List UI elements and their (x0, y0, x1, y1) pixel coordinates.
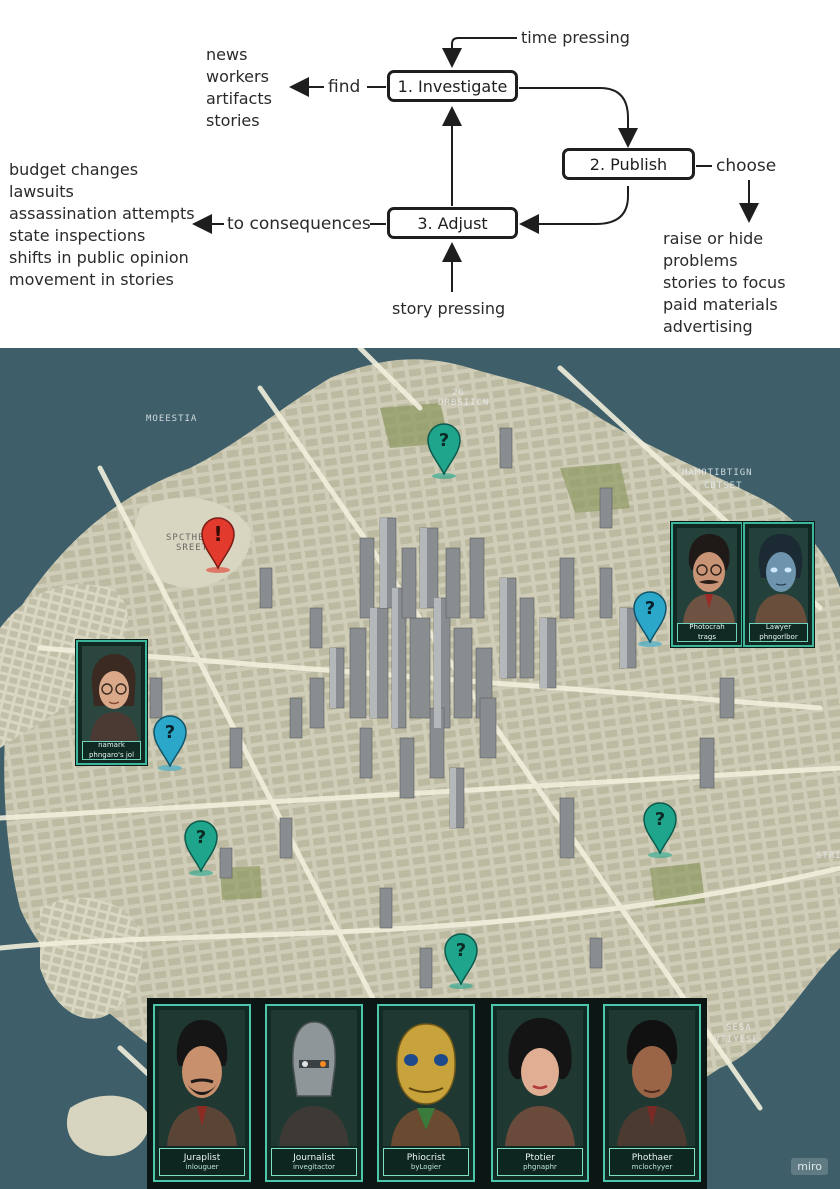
map-label: SPCTHENBT (166, 533, 224, 543)
character-strip: Juraplist inlouguer Journalist invegitac… (147, 998, 707, 1189)
portrait-curly-woman (497, 1010, 583, 1146)
card-title: Photocrah (689, 623, 725, 631)
node-publish[interactable]: 2. Publish (562, 148, 695, 180)
portrait-robot (271, 1010, 357, 1146)
question-pin-icon[interactable]: ? (444, 933, 478, 989)
card-subtitle: phngorlbor (759, 633, 798, 641)
node-adjust[interactable]: 3. Adjust (387, 207, 518, 239)
map-label: STRIE (816, 851, 840, 861)
character-card-photographer[interactable]: Photocrah trags (671, 522, 743, 647)
svg-text:?: ? (165, 722, 175, 743)
card-title: Ptotier (525, 1152, 555, 1163)
to-consequences-label: to consequences (227, 214, 371, 234)
character-card-lawyer[interactable]: Lawyer phngorlbor (743, 522, 814, 647)
list-item: stories to focus (663, 273, 786, 292)
list-item: paid materials (663, 295, 778, 314)
character-card-woman[interactable]: namark phngaro's jol (76, 640, 147, 765)
strip-card[interactable]: Ptotier phgnaphr (491, 1004, 589, 1182)
card-title: namark (98, 741, 125, 749)
choose-label: choose (716, 156, 777, 176)
strip-card[interactable]: Juraplist inlouguer (153, 1004, 251, 1182)
card-subtitle: trags (697, 633, 716, 641)
card-title: Lawyer (765, 623, 792, 631)
card-title: Journalist (293, 1152, 335, 1163)
map-label: MAMOTIBTIGN (682, 468, 753, 478)
card-subtitle: phgnaphr (523, 1162, 557, 1171)
list-item: state inspections (9, 226, 146, 245)
svg-text:?: ? (439, 430, 449, 451)
list-item: budget changes (9, 160, 139, 179)
portrait-blue-lawyer (749, 528, 808, 623)
portrait-lizard (383, 1010, 469, 1146)
list-item: raise or hide problems (663, 229, 764, 270)
consequence-items-list: budget changes lawsuits assassination at… (9, 159, 195, 291)
question-pin-icon[interactable]: ? (633, 591, 667, 647)
choose-items-list: raise or hide problems stories to focus … (663, 228, 840, 338)
portrait-mustache-man (677, 528, 737, 623)
card-label: Photocrah trags (677, 623, 737, 642)
svg-text:?: ? (645, 598, 655, 619)
list-item: lawsuits (9, 182, 74, 201)
card-subtitle: mclochyyer (631, 1162, 673, 1171)
time-pressing-label: time pressing (521, 28, 630, 47)
portrait-man (609, 1010, 695, 1146)
question-pin-icon[interactable]: ? (153, 715, 187, 771)
strip-card[interactable]: Phiocrist byLogier (377, 1004, 475, 1182)
find-label: find (328, 77, 361, 97)
question-pin-icon[interactable]: ? (643, 802, 677, 858)
list-item: artifacts (206, 89, 272, 108)
card-label: Juraplist inlouguer (159, 1148, 245, 1176)
card-title: Phothaer (631, 1152, 673, 1163)
card-label: Phothaer mclochyyer (609, 1148, 695, 1176)
card-title: Phiocrist (406, 1152, 446, 1163)
map-pins: ? ! ? ? ? ? ? (153, 423, 677, 989)
list-item: news (206, 45, 248, 64)
map-label: MOEESTIA (146, 414, 198, 424)
svg-text:!: ! (213, 522, 222, 546)
question-pin-icon[interactable]: ? (184, 820, 218, 876)
story-pressing-label: story pressing (392, 299, 506, 318)
find-items-list: news workers artifacts stories (206, 44, 272, 132)
card-subtitle: phngaro's jol (88, 751, 135, 759)
list-item: shifts in public opinion (9, 248, 189, 267)
list-item: assassination attempts (9, 204, 195, 223)
list-item: stories (206, 111, 260, 130)
card-label: Journalist invegitactor (271, 1148, 357, 1176)
flow-arrows (192, 37, 759, 292)
card-subtitle: inlouguer (185, 1162, 219, 1171)
card-label: Phiocrist byLogier (383, 1148, 469, 1176)
portrait-woman (82, 646, 141, 741)
flow-diagram: time pressing find news workers artifact… (0, 0, 840, 345)
alert-pin-icon[interactable]: ! (201, 517, 235, 573)
map-label: DRBSIICN (438, 398, 490, 408)
map-label: SESA (726, 1023, 752, 1033)
node-investigate[interactable]: 1. Investigate (387, 70, 518, 102)
svg-text:?: ? (196, 827, 206, 848)
svg-text:?: ? (655, 809, 665, 830)
card-label: Lawyer phngorlbor (749, 623, 808, 642)
card-title: Juraplist (183, 1152, 221, 1163)
map-label: SREET (176, 543, 209, 553)
list-item: workers (206, 67, 269, 86)
svg-text:?: ? (456, 940, 466, 961)
portrait-bearded-man (159, 1010, 245, 1146)
card-label: namark phngaro's jol (82, 741, 141, 760)
card-subtitle: invegitactor (292, 1162, 335, 1171)
question-pin-icon[interactable]: ? (427, 423, 461, 479)
map-label: VTIYESE (714, 1035, 759, 1045)
card-label: Ptotier phgnaphr (497, 1148, 583, 1176)
map-label: 26 (452, 388, 465, 398)
card-subtitle: byLogier (410, 1162, 442, 1171)
list-item: advertising (663, 317, 753, 336)
list-item: movement in stories (9, 270, 174, 289)
strip-card[interactable]: Journalist invegitactor (265, 1004, 363, 1182)
map-label: CBTSET (704, 481, 743, 491)
miro-watermark: miro (791, 1158, 828, 1175)
strip-card[interactable]: Phothaer mclochyyer (603, 1004, 701, 1182)
